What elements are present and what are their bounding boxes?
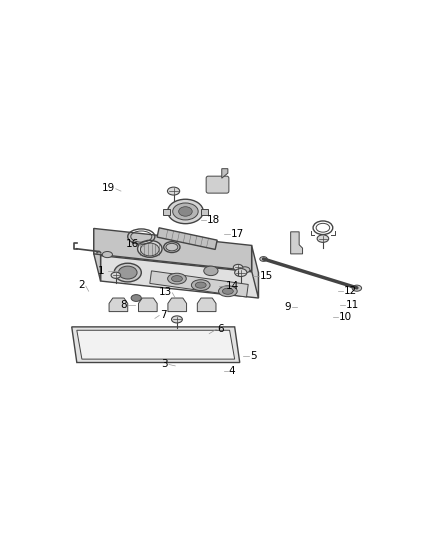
Polygon shape [163, 209, 170, 215]
Ellipse shape [111, 272, 120, 278]
Polygon shape [201, 209, 208, 215]
Ellipse shape [352, 285, 362, 291]
Polygon shape [138, 298, 157, 312]
Text: 9: 9 [285, 302, 291, 311]
Text: 1: 1 [97, 266, 104, 276]
Ellipse shape [131, 295, 141, 302]
Text: 13: 13 [159, 287, 172, 297]
Ellipse shape [173, 203, 198, 220]
Text: 16: 16 [125, 239, 138, 249]
Text: 19: 19 [102, 183, 115, 193]
Ellipse shape [168, 273, 186, 284]
FancyBboxPatch shape [206, 176, 229, 193]
Text: 14: 14 [226, 281, 239, 291]
Text: 15: 15 [259, 271, 273, 281]
Polygon shape [72, 327, 240, 362]
Ellipse shape [260, 256, 267, 261]
Text: 17: 17 [230, 229, 244, 239]
Polygon shape [251, 245, 258, 298]
Polygon shape [94, 229, 101, 281]
Ellipse shape [172, 316, 182, 323]
Polygon shape [157, 228, 217, 249]
Ellipse shape [168, 199, 203, 224]
Polygon shape [94, 229, 251, 271]
Text: 4: 4 [229, 366, 235, 376]
Text: 8: 8 [120, 300, 127, 310]
Ellipse shape [233, 264, 243, 271]
Text: 7: 7 [160, 310, 166, 320]
Polygon shape [197, 298, 216, 312]
Text: 11: 11 [346, 300, 359, 310]
Text: 3: 3 [161, 359, 168, 369]
Ellipse shape [102, 252, 113, 257]
Text: 2: 2 [79, 280, 85, 290]
Text: 10: 10 [339, 312, 352, 322]
Ellipse shape [235, 269, 247, 277]
Ellipse shape [195, 282, 206, 288]
Ellipse shape [219, 286, 237, 297]
Ellipse shape [191, 280, 210, 290]
Ellipse shape [141, 243, 159, 256]
Text: 18: 18 [207, 215, 220, 225]
Ellipse shape [223, 288, 233, 294]
Ellipse shape [240, 267, 250, 273]
Polygon shape [168, 298, 187, 312]
Text: 5: 5 [251, 351, 257, 361]
Text: 6: 6 [218, 324, 224, 334]
Ellipse shape [204, 266, 218, 276]
Ellipse shape [114, 263, 141, 282]
Ellipse shape [138, 240, 162, 257]
Polygon shape [109, 298, 128, 312]
Polygon shape [101, 256, 258, 298]
Polygon shape [150, 271, 248, 297]
Text: 12: 12 [344, 286, 357, 296]
Polygon shape [77, 330, 235, 359]
Polygon shape [291, 232, 303, 254]
Ellipse shape [317, 235, 328, 243]
Ellipse shape [118, 266, 137, 279]
Ellipse shape [172, 276, 182, 282]
Polygon shape [222, 168, 228, 178]
Ellipse shape [179, 207, 192, 216]
Ellipse shape [167, 187, 180, 195]
